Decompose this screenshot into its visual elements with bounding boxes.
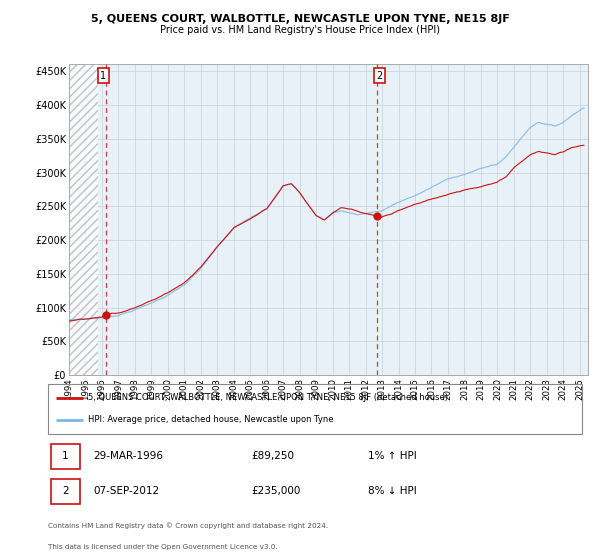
Text: Contains HM Land Registry data © Crown copyright and database right 2024.: Contains HM Land Registry data © Crown c… — [48, 522, 328, 529]
Bar — [50, 444, 80, 469]
Bar — [50, 479, 80, 504]
Text: 5, QUEENS COURT, WALBOTTLE, NEWCASTLE UPON TYNE, NE15 8JF: 5, QUEENS COURT, WALBOTTLE, NEWCASTLE UP… — [91, 14, 509, 24]
Text: £89,250: £89,250 — [251, 451, 294, 461]
Text: 1% ↑ HPI: 1% ↑ HPI — [368, 451, 417, 461]
Text: 1: 1 — [100, 71, 106, 81]
Text: 1: 1 — [62, 451, 68, 461]
Text: HPI: Average price, detached house, Newcastle upon Tyne: HPI: Average price, detached house, Newc… — [88, 416, 334, 424]
Text: 2: 2 — [376, 71, 383, 81]
Text: 2: 2 — [62, 487, 68, 496]
Bar — [69, 64, 98, 375]
Text: 07-SEP-2012: 07-SEP-2012 — [94, 487, 160, 496]
Text: Price paid vs. HM Land Registry's House Price Index (HPI): Price paid vs. HM Land Registry's House … — [160, 25, 440, 35]
Text: £235,000: £235,000 — [251, 487, 300, 496]
Text: This data is licensed under the Open Government Licence v3.0.: This data is licensed under the Open Gov… — [48, 544, 278, 550]
Text: 5, QUEENS COURT, WALBOTTLE, NEWCASTLE UPON TYNE, NE15 8JF (detached house): 5, QUEENS COURT, WALBOTTLE, NEWCASTLE UP… — [88, 393, 448, 402]
Text: 8% ↓ HPI: 8% ↓ HPI — [368, 487, 417, 496]
Text: 29-MAR-1996: 29-MAR-1996 — [94, 451, 163, 461]
